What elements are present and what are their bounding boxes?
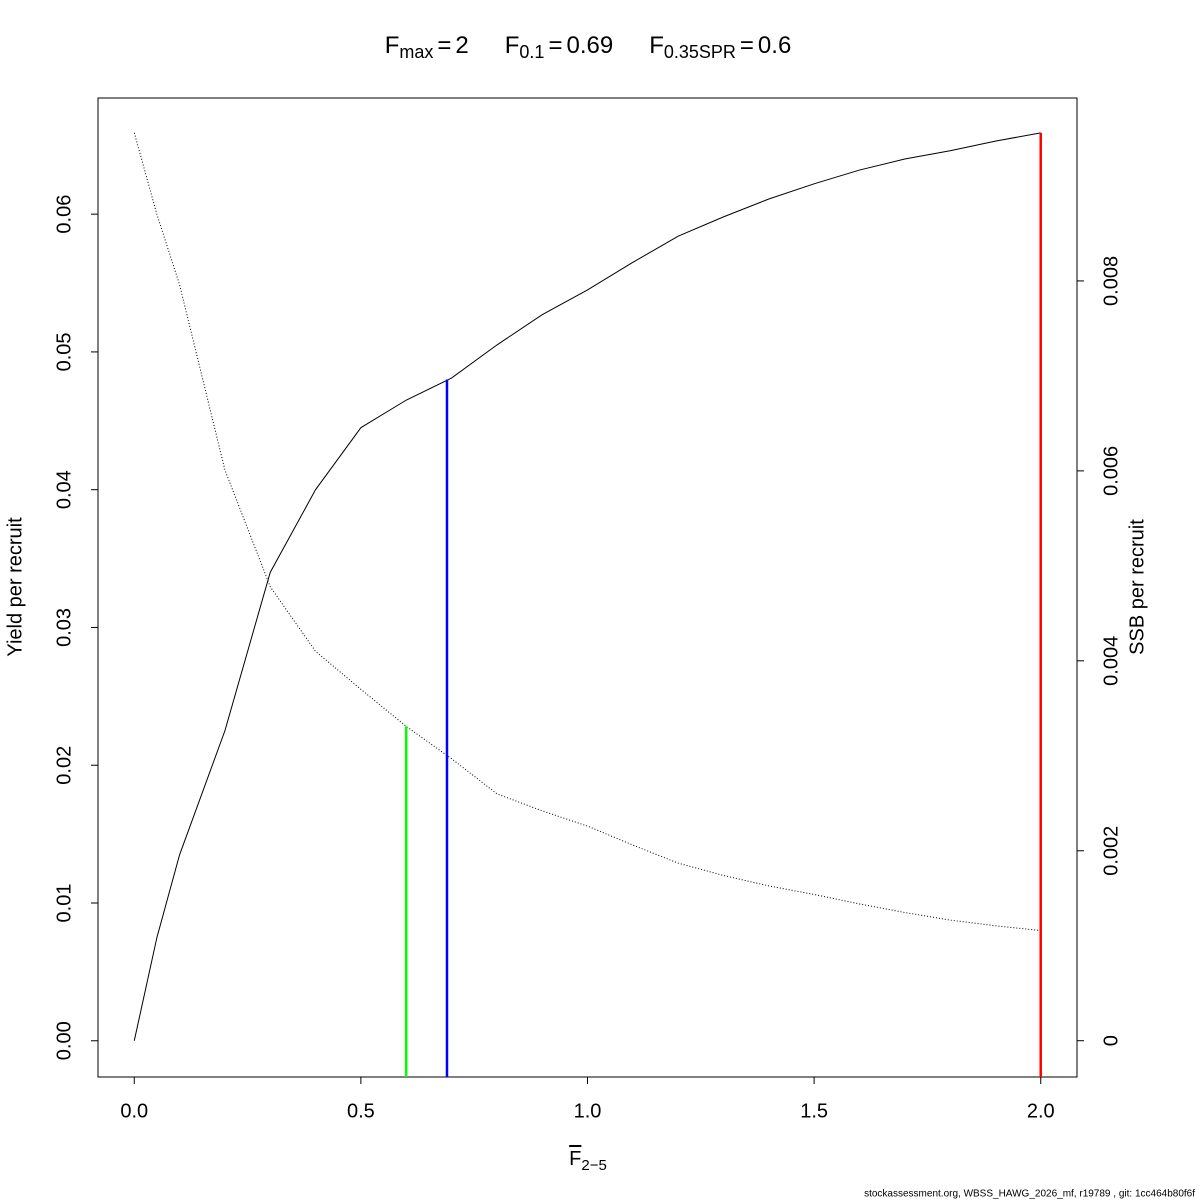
title-symbol: F [649, 32, 664, 59]
y-axis-label: Yield per recruit [4, 517, 26, 657]
title-subscript: max [399, 42, 433, 62]
title-value: 2 [455, 32, 468, 59]
y2-tick-label: 0 [1100, 1035, 1122, 1046]
y-tick-label: 0.04 [53, 470, 75, 509]
ssb-curve [133, 132, 1041, 932]
x-tick-label: 0.5 [347, 1100, 375, 1122]
chart-title: Fmax = 2 F0.1 = 0.69 F0.35SPR = 0.6 [385, 32, 792, 61]
x-label-subscript: 2−5 [581, 1157, 606, 1174]
y-tick-label: 0.06 [53, 195, 75, 234]
title-operator: = [437, 32, 451, 59]
title-value: 0.69 [566, 32, 613, 59]
y2-tick-label: 0.006 [1100, 446, 1122, 496]
plot-frame [97, 97, 1078, 1078]
title-symbol: F [385, 32, 400, 59]
y2-tick-label: 0.004 [1100, 636, 1122, 686]
y-tick-label: 0.05 [53, 332, 75, 371]
title-subscript: 0.35SPR [664, 42, 736, 62]
y-tick-label: 0.00 [53, 1021, 75, 1060]
title-operator: = [740, 32, 754, 59]
title-symbol: F [505, 32, 520, 59]
y2-tick-label: 0.008 [1100, 256, 1122, 306]
x-tick-label: 2.0 [1027, 1100, 1055, 1122]
y2-tick-label: 0.002 [1100, 826, 1122, 876]
x-tick-label: 1.5 [800, 1100, 828, 1122]
x-tick-label: 0.0 [120, 1100, 148, 1122]
x-tick-label: 1.0 [574, 1100, 602, 1122]
y2-axis-label: SSB per recruit [1126, 519, 1148, 655]
yield-curve [133, 132, 1041, 1041]
y-tick-label: 0.01 [53, 884, 75, 923]
title-value: 0.6 [758, 32, 791, 59]
title-operator: = [548, 32, 562, 59]
title-subscript: 0.1 [519, 42, 544, 62]
x-axis-label: F2−5 [569, 1148, 607, 1174]
y-tick-label: 0.02 [53, 746, 75, 785]
footer: stockassessment.org, WBSS_HAWG_2026_mf, … [864, 1189, 1195, 1200]
x-label-symbol: F [569, 1148, 581, 1170]
y-tick-label: 0.03 [53, 608, 75, 647]
